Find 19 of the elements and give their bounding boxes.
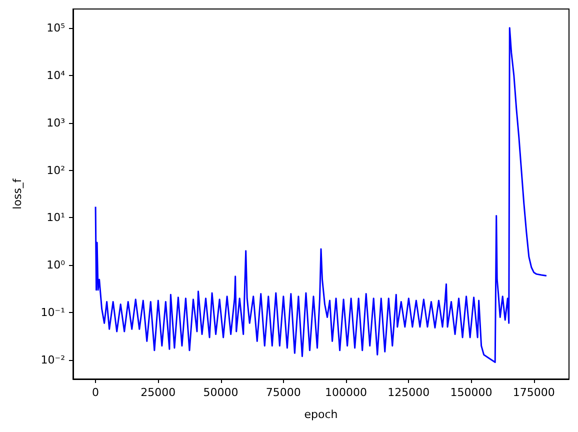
x-tick-label: 150000 xyxy=(450,386,492,399)
x-tick-label: 0 xyxy=(92,386,100,399)
y-tick-label: 10⁻² xyxy=(40,354,65,367)
y-tick-label: 10² xyxy=(46,164,65,177)
x-tick-label: 25000 xyxy=(140,386,176,399)
x-tick-label: 50000 xyxy=(203,386,238,399)
y-tick-label: 10⁴ xyxy=(46,68,66,82)
x-tick-label: 100000 xyxy=(325,386,368,399)
y-tick-label: 10⁰ xyxy=(46,258,66,272)
x-tick-label: 175000 xyxy=(512,386,555,399)
x-tick-label: 75000 xyxy=(266,386,301,399)
y-axis-title: loss_f xyxy=(11,178,24,210)
y-tick-label: 10¹ xyxy=(46,211,65,224)
y-tick-label: 10³ xyxy=(46,116,65,130)
x-axis-title: epoch xyxy=(304,408,338,421)
y-tick-label: 10⁵ xyxy=(46,21,65,34)
x-tick-label: 125000 xyxy=(388,386,430,399)
line-series xyxy=(94,27,548,364)
y-tick-label: 10⁻¹ xyxy=(40,306,65,320)
